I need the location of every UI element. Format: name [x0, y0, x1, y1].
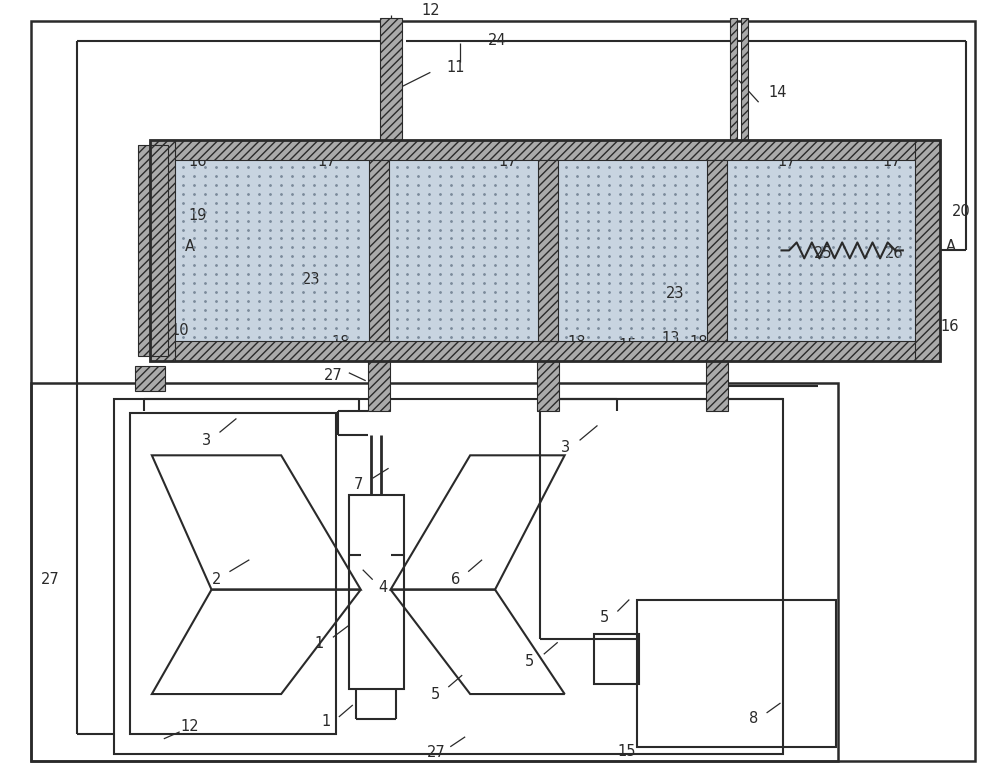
Text: 15: 15 — [618, 338, 637, 353]
Text: 26: 26 — [885, 246, 903, 261]
Text: 18: 18 — [567, 335, 586, 351]
Text: 17: 17 — [318, 154, 336, 169]
Text: 16: 16 — [188, 154, 207, 169]
Text: 27: 27 — [41, 572, 60, 587]
Text: 18: 18 — [690, 335, 708, 351]
Bar — [537, 361, 559, 411]
Bar — [558, 160, 707, 341]
Text: 1: 1 — [321, 715, 331, 729]
Bar — [637, 600, 836, 747]
Text: 5: 5 — [600, 610, 609, 625]
Text: 2: 2 — [212, 572, 221, 587]
Text: 8: 8 — [749, 712, 758, 726]
Text: 20: 20 — [952, 204, 971, 219]
Text: 23: 23 — [615, 147, 634, 161]
Text: 1: 1 — [314, 636, 324, 651]
Text: 3: 3 — [202, 433, 211, 448]
Bar — [730, 18, 737, 140]
Text: 10: 10 — [170, 324, 189, 338]
Text: 16: 16 — [940, 318, 959, 334]
Bar — [389, 160, 538, 341]
Text: 14: 14 — [768, 85, 787, 100]
Text: 27: 27 — [324, 369, 342, 383]
Bar — [31, 383, 838, 760]
Bar — [727, 160, 915, 341]
Text: 13: 13 — [662, 331, 680, 346]
Text: 17: 17 — [499, 154, 517, 169]
Text: 23: 23 — [302, 272, 320, 287]
Bar — [138, 145, 168, 356]
Text: 11: 11 — [446, 60, 464, 74]
Bar — [114, 399, 783, 753]
Text: A: A — [185, 239, 195, 254]
Text: 5: 5 — [431, 687, 440, 702]
Bar — [150, 140, 940, 160]
Bar — [538, 160, 558, 341]
Bar — [594, 634, 639, 684]
Text: 24: 24 — [488, 33, 506, 48]
Text: 12: 12 — [180, 719, 199, 734]
Bar — [369, 160, 389, 341]
Text: 5: 5 — [525, 653, 534, 669]
Bar — [915, 140, 940, 361]
Bar — [741, 18, 748, 140]
Text: 17: 17 — [883, 154, 901, 169]
Text: A: A — [946, 239, 956, 254]
Bar — [150, 140, 175, 361]
Text: 19: 19 — [188, 208, 207, 223]
Text: 4: 4 — [378, 580, 387, 595]
Bar — [130, 413, 336, 734]
Bar — [380, 18, 402, 140]
Bar — [150, 140, 940, 361]
Text: 17: 17 — [777, 154, 796, 169]
Text: 7: 7 — [354, 476, 363, 492]
Bar — [150, 341, 940, 361]
Text: 25: 25 — [814, 246, 833, 261]
Text: 18: 18 — [332, 335, 350, 351]
Bar — [135, 365, 165, 390]
Text: 9: 9 — [525, 341, 534, 356]
Bar — [175, 160, 369, 341]
Text: 27: 27 — [427, 745, 446, 760]
Bar — [368, 361, 390, 411]
Bar — [349, 495, 404, 689]
Text: 15: 15 — [617, 744, 636, 759]
Text: 23: 23 — [666, 286, 684, 300]
Bar — [707, 160, 727, 341]
Bar — [706, 361, 728, 411]
Text: 3: 3 — [561, 440, 570, 455]
Text: 6: 6 — [451, 572, 460, 587]
Text: 12: 12 — [421, 3, 440, 18]
